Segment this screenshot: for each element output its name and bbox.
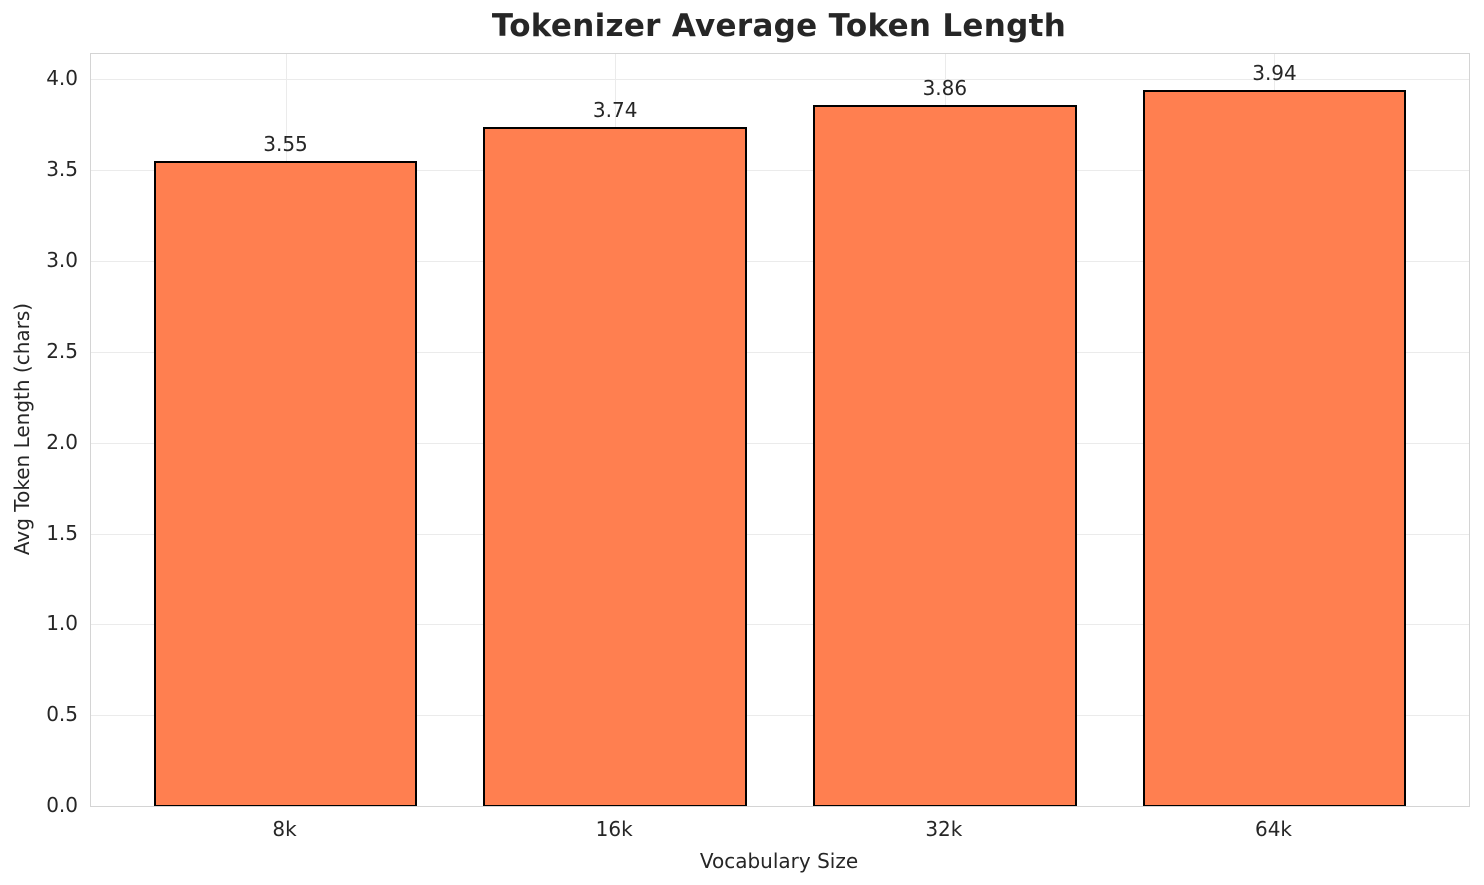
y-gridline bbox=[91, 170, 1469, 172]
y-gridline bbox=[91, 624, 1469, 626]
y-gridline bbox=[91, 79, 1469, 81]
chart-title: Tokenizer Average Token Length bbox=[491, 8, 1067, 44]
y-tick-label: 1.0 bbox=[46, 611, 78, 636]
y-tick-label: 1.5 bbox=[46, 520, 78, 545]
y-gridline bbox=[91, 715, 1469, 717]
bar-value-label: 3.74 bbox=[592, 97, 638, 122]
y-tick-label: 0.0 bbox=[46, 793, 78, 817]
x-axis-label: Vocabulary Size bbox=[699, 849, 859, 873]
x-tick-label: 64k bbox=[1254, 817, 1292, 841]
y-gridline bbox=[91, 442, 1469, 444]
bar-64k bbox=[1142, 90, 1407, 806]
y-tick-label: 3.0 bbox=[46, 248, 78, 273]
x-tick-label: 32k bbox=[925, 817, 963, 841]
plot-area: 3.55 3.74 3.86 3.94 bbox=[90, 53, 1470, 807]
x-tick-label: 16k bbox=[595, 817, 633, 841]
x-tick-label: 8k bbox=[272, 817, 297, 841]
bar-32k bbox=[812, 104, 1077, 806]
y-gridline bbox=[91, 533, 1469, 535]
y-tick-label: 3.5 bbox=[46, 157, 78, 182]
y-gridline bbox=[91, 261, 1469, 263]
bar-value-label: 3.86 bbox=[922, 75, 968, 100]
y-tick-label: 2.5 bbox=[46, 338, 78, 363]
y-gridline bbox=[91, 351, 1469, 353]
y-tick-label: 4.0 bbox=[46, 66, 78, 91]
bar-16k bbox=[483, 126, 748, 806]
bar-value-label: 3.94 bbox=[1252, 61, 1297, 86]
y-tick-label: 0.5 bbox=[46, 702, 78, 727]
bar-value-label: 3.55 bbox=[263, 132, 308, 157]
bar-8k bbox=[153, 161, 418, 806]
y-tick-label: 2.0 bbox=[46, 429, 78, 454]
